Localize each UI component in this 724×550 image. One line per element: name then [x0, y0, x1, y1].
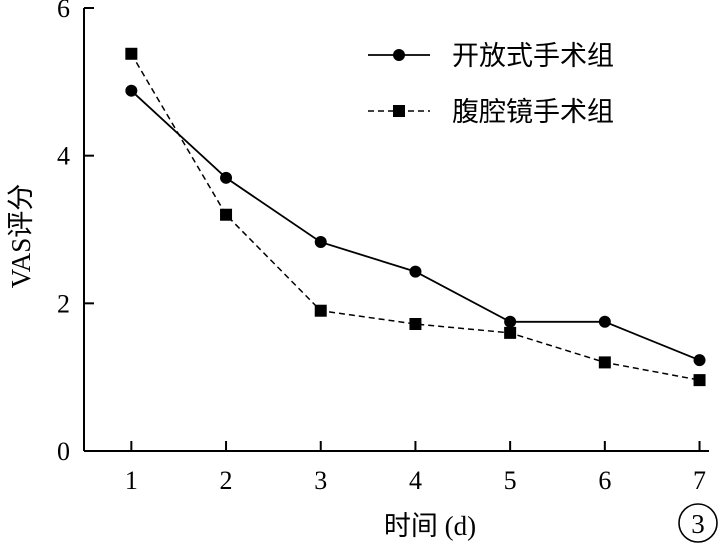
x-tick-label: 1: [125, 466, 138, 495]
x-tick-label: 2: [220, 466, 233, 495]
data-point-circle: [598, 315, 611, 328]
series-layer: [125, 47, 706, 387]
legend: 开放式手术组 腹腔镜手术组: [368, 41, 614, 127]
x-tick-label: 3: [314, 466, 327, 495]
data-point-circle: [314, 236, 327, 249]
plot-axes: [83, 8, 709, 452]
data-point-square: [314, 304, 327, 317]
data-point-circle: [693, 354, 706, 367]
x-ticks: 1 2 3 4 5 6 7: [125, 441, 706, 495]
data-point-square: [220, 208, 233, 221]
y-tick-label: 4: [57, 142, 70, 171]
data-point-square: [125, 47, 138, 60]
x-tick-label: 6: [598, 466, 611, 495]
legend-label-laparoscopic: 腹腔镜手术组: [452, 97, 614, 127]
data-point-circle: [409, 265, 422, 278]
x-axis-title: 时间 (d): [384, 511, 476, 541]
legend-marker-laparoscopic: [393, 105, 405, 117]
panel-label: 3: [678, 503, 718, 543]
data-point-square: [598, 356, 611, 369]
y-tick-label: 0: [57, 437, 70, 466]
legend-marker-open: [393, 49, 405, 61]
y-ticks: 0 2 4 6: [57, 0, 94, 466]
x-tick-label: 4: [409, 466, 422, 495]
data-point-circle: [125, 84, 138, 97]
y-axis-title: VAS评分: [6, 184, 36, 289]
panel-label-text: 3: [691, 509, 705, 539]
panel-label-circle: [678, 503, 718, 543]
legend-label-open: 开放式手术组: [452, 41, 614, 71]
data-point-square: [504, 326, 517, 339]
data-point-circle: [220, 171, 233, 184]
x-tick-label: 7: [693, 466, 706, 495]
data-point-square: [409, 318, 422, 331]
y-tick-label: 6: [57, 0, 70, 23]
series-line-1: [130, 53, 700, 381]
y-tick-label: 2: [57, 289, 70, 318]
x-tick-label: 5: [504, 466, 517, 495]
data-point-square: [693, 374, 706, 387]
data-point-circle: [504, 315, 517, 328]
